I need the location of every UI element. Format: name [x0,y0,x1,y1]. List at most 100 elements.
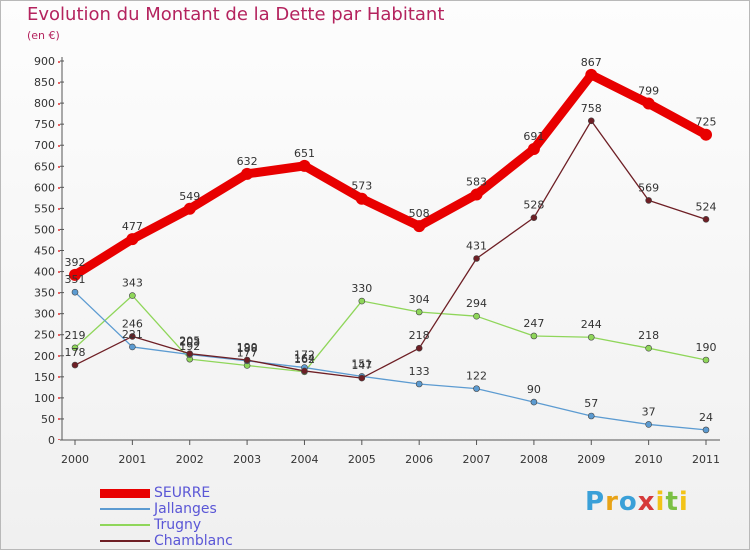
data-point-chamblanc [587,117,595,125]
logo-letter: r [605,487,619,517]
legend-swatch [100,508,150,510]
data-point-chamblanc [645,197,652,204]
y-tick-label: 100 [34,392,55,405]
legend-label: Jallanges [154,501,217,517]
series-line-chamblanc [74,120,707,379]
data-point-chamblanc [129,333,136,340]
data-point-chamblanc [530,214,538,221]
data-label-seurre: 691 [523,130,544,143]
x-tick-label: 2006 [405,453,433,466]
x-tick-label: 2009 [577,453,605,466]
y-tick-label: 50 [41,413,55,426]
data-label-seurre: 651 [294,147,315,160]
data-label-trugny: 343 [122,277,143,290]
logo-letter: P [585,487,606,517]
data-point-seurre [69,268,81,281]
data-label-trugny: 247 [523,317,544,330]
data-point-seurre [355,192,368,205]
logo-letter: i [678,487,689,517]
data-point-seurre [126,233,139,246]
x-tick-label: 2011 [692,453,720,466]
data-label-jallanges: 133 [409,365,430,378]
data-point-seurre [241,167,254,180]
data-point-trugny [702,356,710,364]
data-label-seurre: 549 [179,190,200,203]
y-tick-label: 600 [34,181,55,194]
data-point-trugny [587,333,595,341]
x-tick-label: 2001 [118,453,146,466]
data-point-jallanges [530,398,538,406]
y-tick-label: 150 [34,371,55,384]
data-label-chamblanc: 528 [523,199,544,212]
data-label-seurre: 799 [638,85,659,98]
proxiti-logo: Proxiti [585,487,689,517]
x-tick-label: 2007 [463,453,491,466]
data-point-trugny [358,297,366,305]
data-label-trugny: 177 [237,346,258,359]
data-point-trugny [530,332,538,340]
data-label-seurre: 867 [581,56,602,69]
legend-swatch [100,524,150,526]
y-tick-label: 450 [34,245,55,258]
data-point-jallanges [415,380,423,388]
data-point-seurre [413,220,426,233]
data-label-jallanges: 122 [466,370,487,383]
data-label-chamblanc: 218 [409,329,430,342]
data-label-trugny: 330 [351,282,372,295]
data-label-jallanges: 221 [122,328,143,341]
data-point-jallanges [587,412,595,420]
data-label-trugny: 304 [409,293,430,306]
data-label-jallanges: 351 [65,273,86,286]
series-line-jallanges [74,291,707,431]
data-label-jallanges: 57 [584,397,598,410]
data-point-chamblanc [415,344,423,352]
logo-letter: i [655,487,666,517]
x-tick-label: 2008 [520,453,548,466]
y-tick-label: 250 [34,329,55,342]
data-label-chamblanc: 190 [237,341,258,354]
data-label-seurre: 392 [65,256,86,269]
y-tick-label: 500 [34,223,55,236]
data-point-trugny [473,312,480,320]
legend-swatch [100,540,150,542]
legend-label: Trugny [154,517,202,533]
y-tick-label: 900 [34,55,55,68]
y-tick-label: 0 [48,434,55,447]
data-point-chamblanc [71,361,79,369]
data-label-seurre: 583 [466,175,487,188]
y-tick-label: 300 [34,308,55,321]
data-point-seurre [298,159,311,172]
data-label-jallanges: 24 [699,411,713,424]
logo-letter: t [665,487,679,517]
data-point-seurre [585,68,598,81]
unit-label: (en €) [27,29,60,42]
y-tick-label: 750 [34,118,55,131]
data-label-trugny: 162 [294,353,315,366]
data-point-seurre [470,188,483,201]
data-point-seurre [700,128,712,141]
data-point-trugny [645,344,652,352]
data-label-chamblanc: 246 [122,317,143,330]
data-label-chamblanc: 164 [294,352,315,365]
data-point-chamblanc [301,367,308,375]
data-label-chamblanc: 205 [179,335,200,348]
logo-letter: x [637,487,656,517]
data-label-chamblanc: 431 [466,240,487,253]
data-point-jallanges [71,288,79,296]
y-tick-label: 200 [34,350,55,363]
data-label-seurre: 573 [351,180,372,193]
data-point-jallanges [702,426,710,434]
data-label-jallanges: 203 [179,336,200,349]
data-point-jallanges [129,343,136,351]
data-label-seurre: 632 [237,155,258,168]
data-point-jallanges [645,421,652,428]
data-point-chamblanc [358,374,366,382]
data-point-trugny [71,344,79,352]
x-tick-label: 2010 [635,453,663,466]
data-label-trugny: 294 [466,297,487,310]
data-label-seurre: 725 [696,116,717,129]
data-label-trugny: 219 [65,329,86,342]
data-label-seurre: 477 [122,220,143,233]
data-point-trugny [129,292,136,299]
